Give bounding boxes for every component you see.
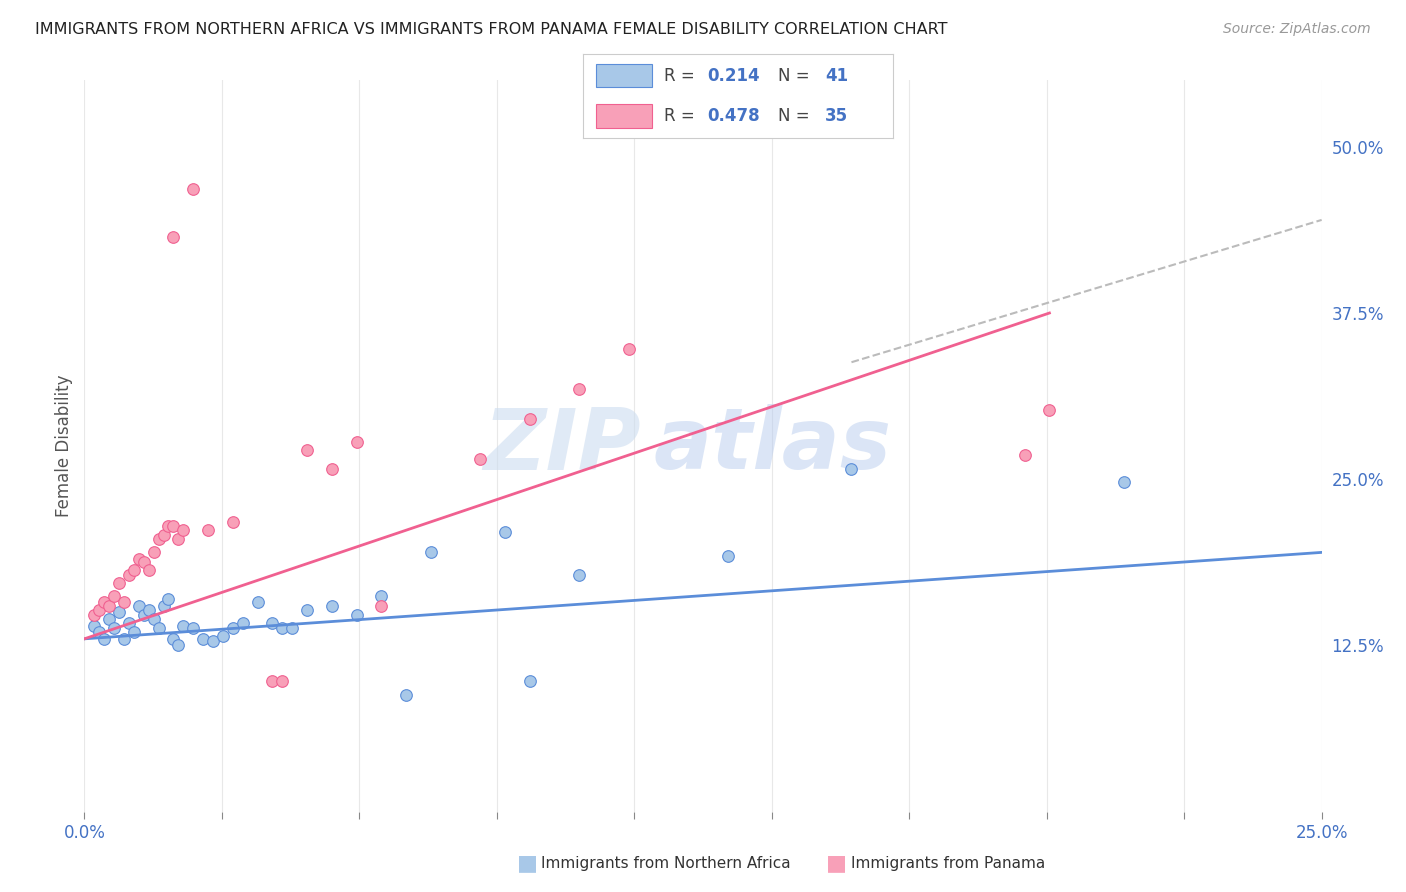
Point <box>172 618 194 632</box>
Text: ■: ■ <box>827 854 846 873</box>
Point <box>202 634 225 648</box>
Point <box>89 625 111 640</box>
Point <box>470 452 492 467</box>
Point <box>118 568 141 582</box>
Point <box>717 549 740 564</box>
Text: 0.478: 0.478 <box>707 107 759 125</box>
Point <box>89 602 111 616</box>
Point <box>128 552 150 566</box>
Point <box>617 342 640 356</box>
Point <box>568 568 591 582</box>
Text: IMMIGRANTS FROM NORTHERN AFRICA VS IMMIGRANTS FROM PANAMA FEMALE DISABILITY CORR: IMMIGRANTS FROM NORTHERN AFRICA VS IMMIG… <box>35 22 948 37</box>
Point <box>395 688 418 702</box>
Point <box>132 555 155 569</box>
Text: atlas: atlas <box>654 404 891 488</box>
Point <box>167 639 190 653</box>
Text: ZIP: ZIP <box>484 404 641 488</box>
Point <box>162 518 184 533</box>
Point <box>103 589 125 603</box>
Point <box>112 594 135 608</box>
Point <box>494 525 516 540</box>
Point <box>132 607 155 622</box>
FancyBboxPatch shape <box>596 63 651 87</box>
Y-axis label: Female Disability: Female Disability <box>55 375 73 517</box>
Point <box>142 612 165 626</box>
Point <box>181 182 204 196</box>
Point <box>108 605 131 619</box>
Text: N =: N = <box>779 67 815 85</box>
Point <box>103 621 125 635</box>
Text: ■: ■ <box>517 854 537 873</box>
Point <box>112 632 135 646</box>
Point <box>212 629 235 643</box>
Point <box>167 532 190 546</box>
Point <box>108 576 131 591</box>
Point <box>271 621 294 635</box>
Point <box>262 615 284 630</box>
Point <box>1038 403 1060 417</box>
Text: Immigrants from Northern Africa: Immigrants from Northern Africa <box>541 856 792 871</box>
Point <box>222 621 245 635</box>
Point <box>519 674 541 689</box>
Point <box>98 612 121 626</box>
Text: Immigrants from Panama: Immigrants from Panama <box>851 856 1045 871</box>
Point <box>172 523 194 537</box>
Point <box>122 625 145 640</box>
Point <box>128 599 150 613</box>
Point <box>148 532 170 546</box>
Text: 35: 35 <box>825 107 848 125</box>
Point <box>271 674 294 689</box>
Point <box>246 594 269 608</box>
Text: 41: 41 <box>825 67 848 85</box>
Point <box>83 618 105 632</box>
Point <box>262 674 284 689</box>
FancyBboxPatch shape <box>596 104 651 128</box>
Point <box>281 621 304 635</box>
Point <box>841 461 863 475</box>
Point <box>321 599 343 613</box>
Point <box>295 442 318 457</box>
Point <box>321 461 343 475</box>
Point <box>152 599 174 613</box>
Point <box>162 632 184 646</box>
Point <box>191 632 214 646</box>
Point <box>232 615 254 630</box>
Point <box>142 545 165 559</box>
Point <box>152 528 174 542</box>
Point <box>93 594 115 608</box>
Point <box>162 230 184 244</box>
Point <box>148 621 170 635</box>
Point <box>98 599 121 613</box>
Point <box>122 563 145 577</box>
Point <box>1014 448 1036 462</box>
Text: R =: R = <box>664 67 700 85</box>
Point <box>346 435 368 450</box>
Point <box>83 607 105 622</box>
Point <box>157 591 180 606</box>
Point <box>419 545 441 559</box>
Point <box>181 621 204 635</box>
Point <box>157 518 180 533</box>
Point <box>138 602 160 616</box>
Point <box>568 382 591 396</box>
Point <box>222 515 245 529</box>
Point <box>295 602 318 616</box>
Text: 0.214: 0.214 <box>707 67 759 85</box>
Point <box>138 563 160 577</box>
Text: N =: N = <box>779 107 815 125</box>
Point <box>519 412 541 426</box>
Point <box>1112 475 1135 489</box>
Point <box>370 599 392 613</box>
Point <box>93 632 115 646</box>
Point <box>197 523 219 537</box>
Text: Source: ZipAtlas.com: Source: ZipAtlas.com <box>1223 22 1371 37</box>
Point <box>370 589 392 603</box>
Point <box>346 607 368 622</box>
Text: R =: R = <box>664 107 700 125</box>
Point <box>118 615 141 630</box>
